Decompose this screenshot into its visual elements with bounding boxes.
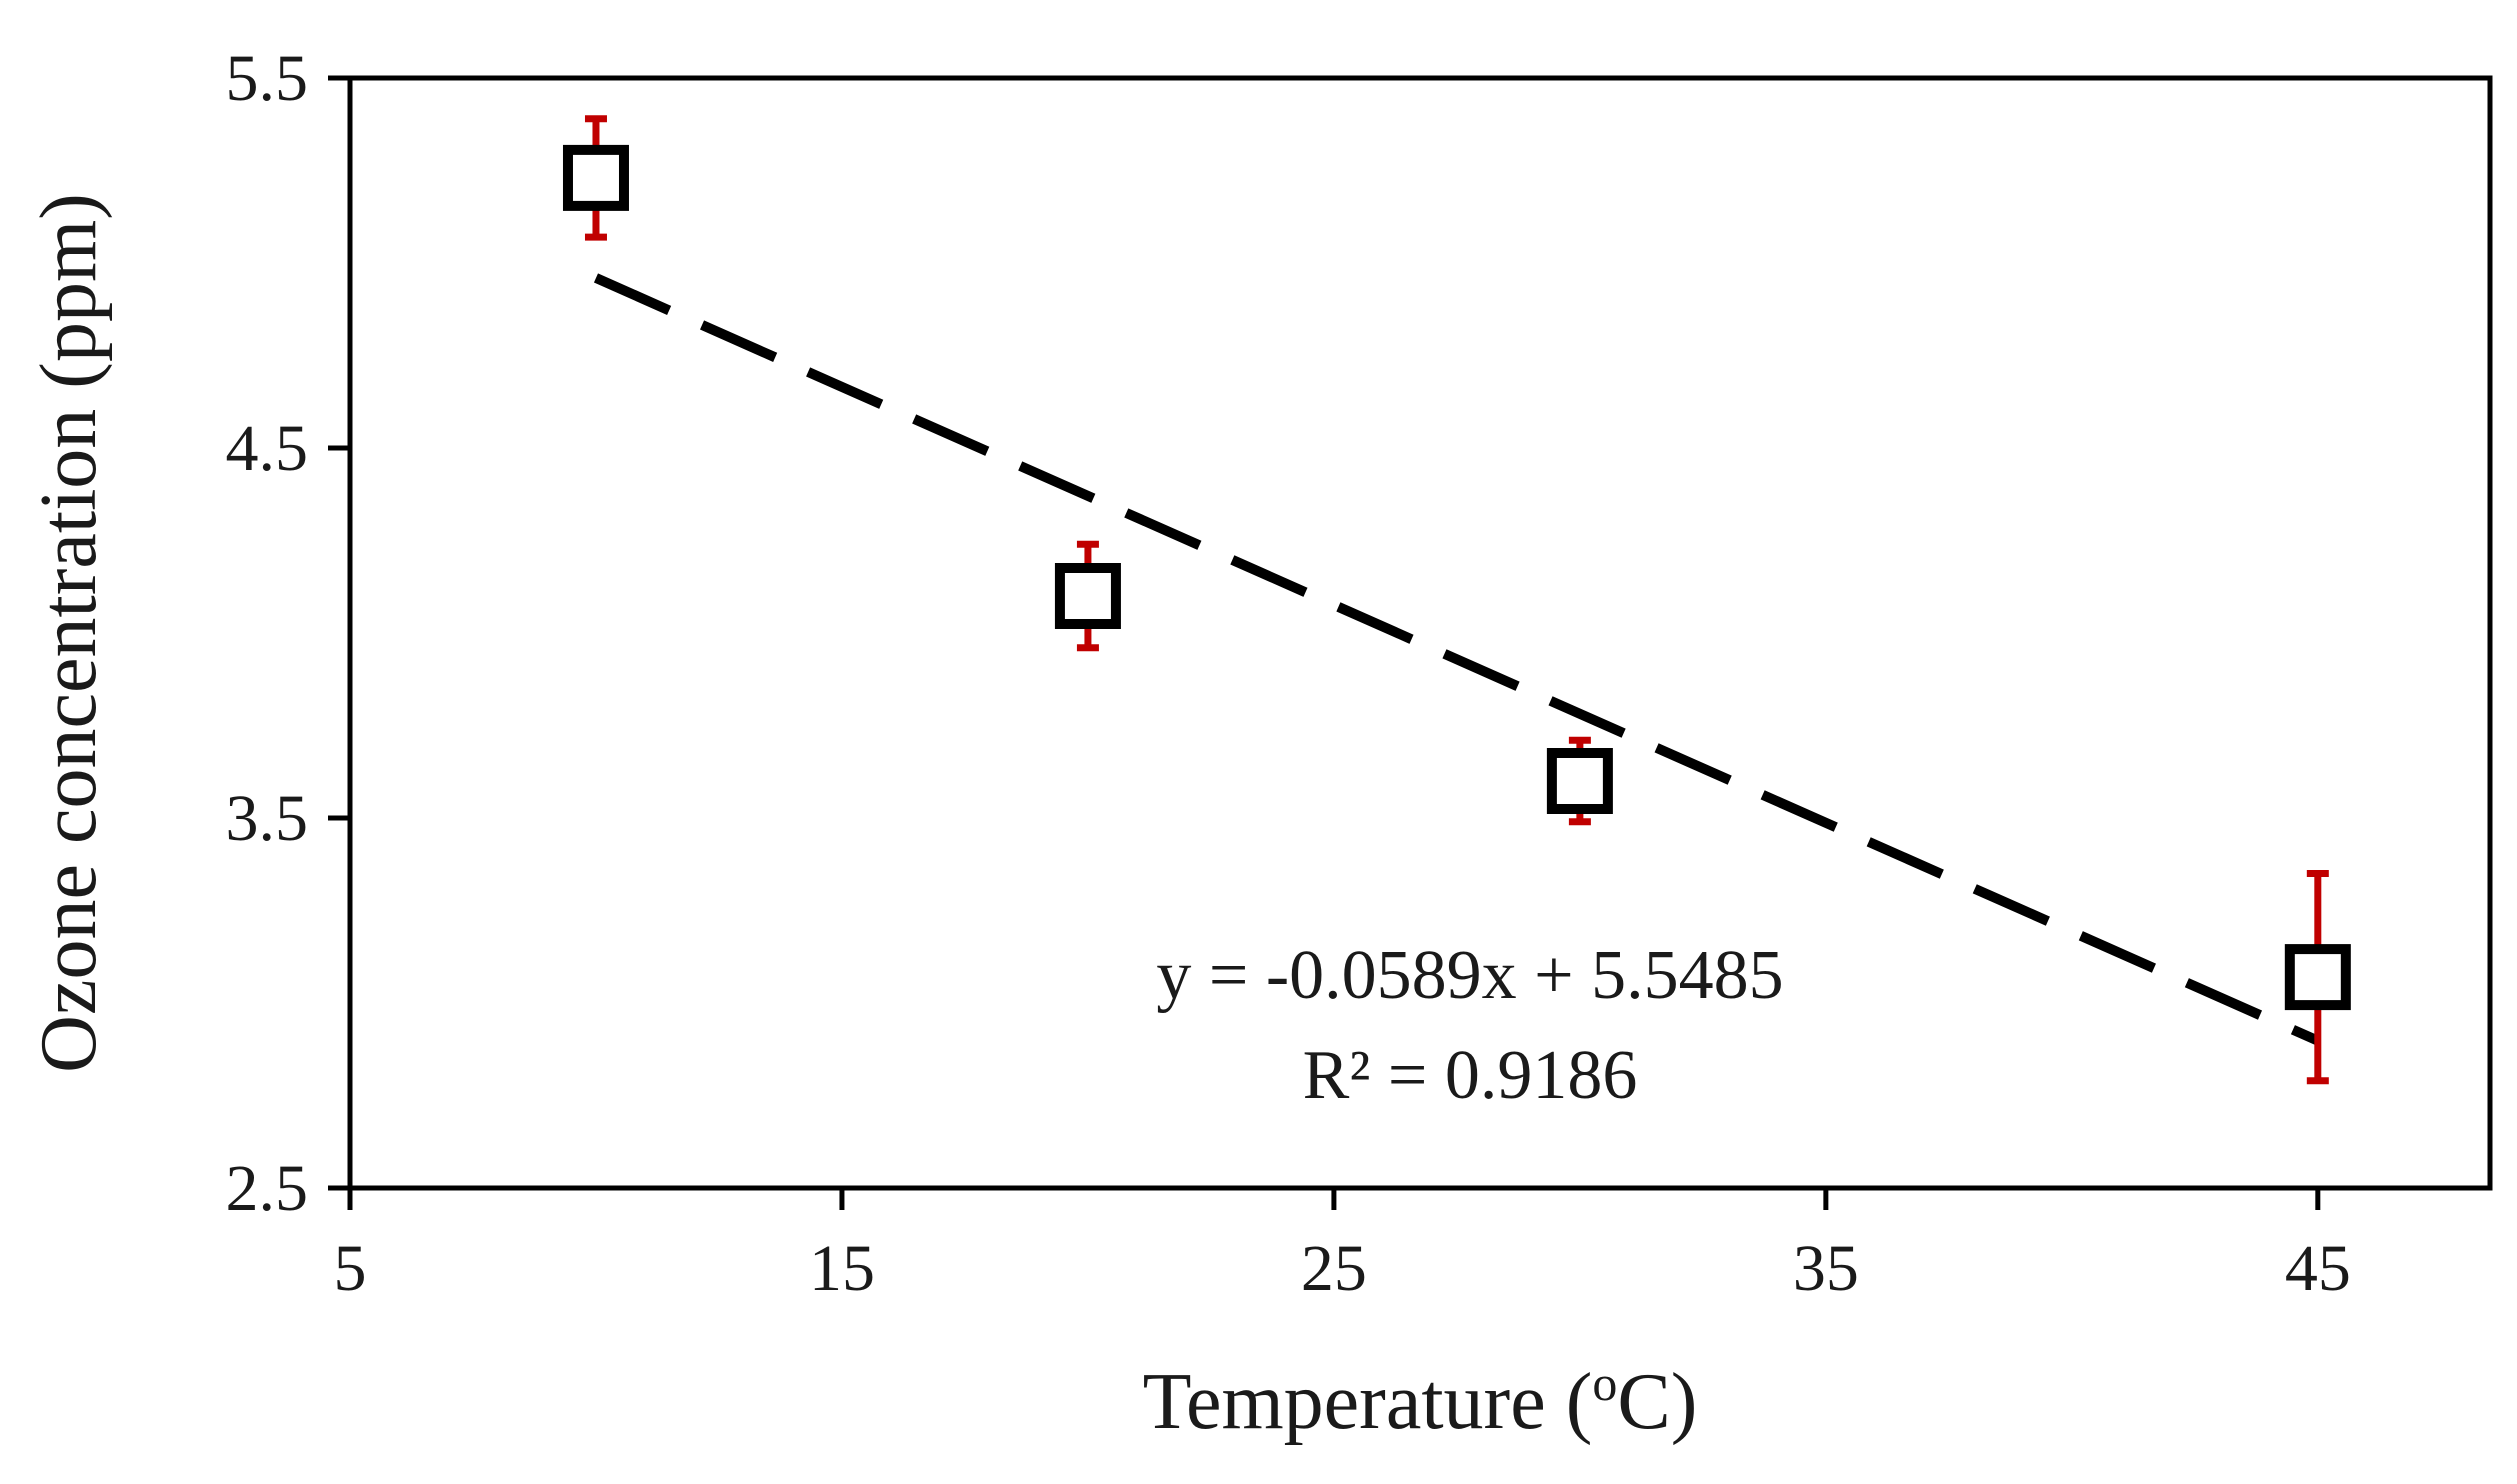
x-tick-label: 5 bbox=[334, 1232, 367, 1305]
data-points-layer bbox=[562, 115, 2351, 1085]
y-tick-label: 4.5 bbox=[226, 412, 309, 485]
trendline bbox=[593, 273, 2320, 1046]
x-axis-title-main: Temperature ( bbox=[1143, 1358, 1593, 1446]
plot-frame bbox=[347, 75, 2493, 1191]
y-axis-ticks: 2.5 3.5 4.5 5.5 bbox=[226, 42, 350, 1225]
y-axis-title: Ozone concentration (ppm) bbox=[25, 193, 113, 1073]
y-tick-label: 2.5 bbox=[226, 1152, 309, 1225]
data-point-marker bbox=[562, 144, 629, 211]
data-point-marker bbox=[2284, 944, 2351, 1011]
equation-label: y = -0.0589x + 5.5485 bbox=[1156, 937, 1783, 1014]
x-tick-label: 25 bbox=[1301, 1232, 1367, 1305]
x-axis-title: Temperature (oC) bbox=[1143, 1355, 1698, 1446]
trendline-layer bbox=[593, 273, 2320, 1046]
x-tick-label: 15 bbox=[809, 1232, 875, 1305]
x-axis-ticks: 5 15 25 35 45 bbox=[334, 1188, 2351, 1305]
x-tick-label: 45 bbox=[2285, 1232, 2351, 1305]
y-tick-label: 5.5 bbox=[226, 42, 309, 115]
data-point-marker bbox=[1546, 748, 1613, 814]
x-axis-title-superscript: o bbox=[1592, 1355, 1617, 1411]
x-axis-title-unit: C) bbox=[1617, 1358, 1697, 1446]
data-point-marker bbox=[1054, 563, 1121, 629]
r-squared-label: R² = 0.9186 bbox=[1303, 1037, 1638, 1114]
x-tick-label: 35 bbox=[1793, 1232, 1859, 1305]
y-tick-label: 3.5 bbox=[226, 782, 309, 855]
